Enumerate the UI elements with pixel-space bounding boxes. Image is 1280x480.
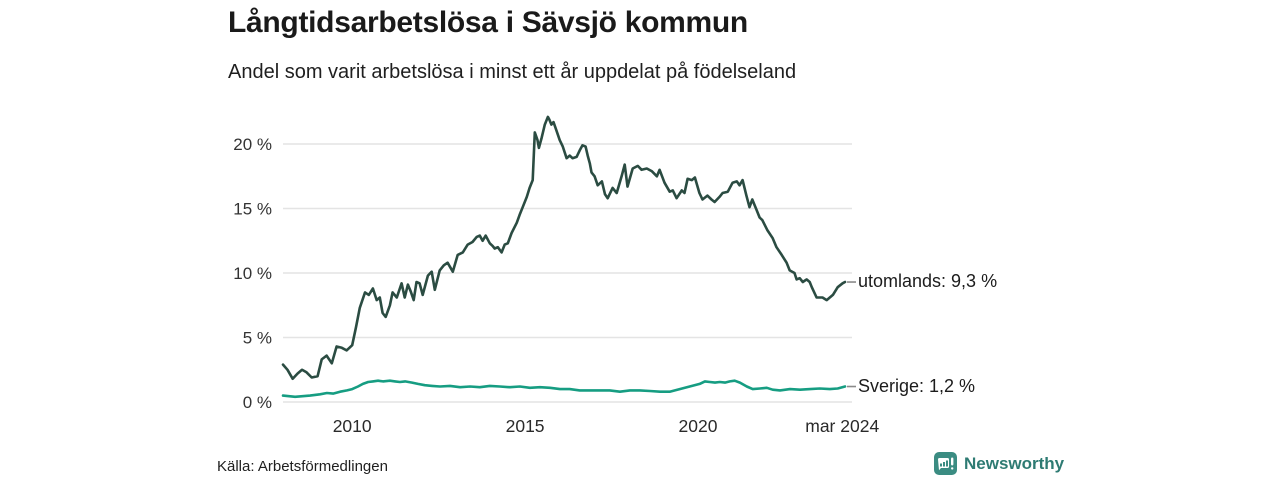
y-tick-label: 0 % <box>243 393 272 412</box>
source-note: Källa: Arbetsförmedlingen <box>217 458 388 475</box>
y-tick-label: 10 % <box>233 264 272 283</box>
chart-title: Långtidsarbetslösa i Sävsjö kommun <box>228 6 748 39</box>
y-tick-label: 20 % <box>233 135 272 154</box>
y-tick-label: 15 % <box>233 200 272 219</box>
series-line-utomlands <box>281 115 847 381</box>
x-tick-label: 2010 <box>333 416 372 436</box>
y-tick-label: 5 % <box>243 329 272 348</box>
x-tick-label: 2020 <box>679 416 718 436</box>
x-tick-label: mar 2024 <box>805 416 879 436</box>
series-end-label-utomlands: utomlands: 9,3 % <box>858 271 998 292</box>
newsworthy-logo-icon <box>934 452 957 475</box>
x-tick-label: 2015 <box>506 416 545 436</box>
series-end-label-sverige: Sverige: 1,2 % <box>858 375 976 396</box>
brand-name: Newsworthy <box>964 453 1065 473</box>
chart-subtitle: Andel som varit arbetslösa i minst ett å… <box>228 61 797 83</box>
series-line-sverige <box>281 379 847 399</box>
brand-lockup: Newsworthy <box>934 452 1064 475</box>
